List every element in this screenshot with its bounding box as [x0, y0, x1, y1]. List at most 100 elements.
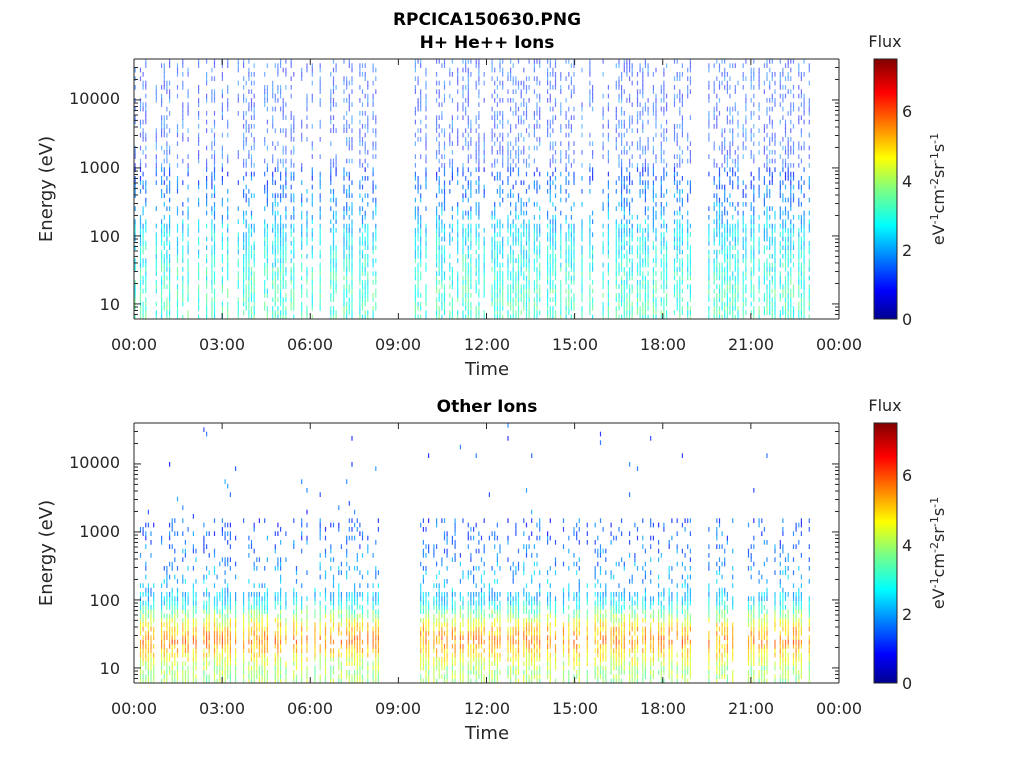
heatmap-cell [470, 232, 472, 237]
heatmap-cell [676, 288, 678, 294]
heatmap-cell [346, 262, 348, 268]
heatmap-cell [375, 115, 377, 120]
heatmap-cell [724, 241, 726, 246]
heatmap-cell [737, 163, 739, 168]
heatmap-cell [166, 236, 168, 242]
heatmap-cell [343, 215, 345, 220]
heatmap-cell [496, 280, 498, 285]
heatmap-cell [679, 145, 681, 151]
heatmap-cell [560, 184, 562, 190]
heatmap-cell [766, 258, 768, 263]
heatmap-cell [639, 293, 641, 298]
heatmap-cell [721, 163, 723, 168]
heatmap-cell [285, 115, 287, 120]
heatmap-cell [737, 80, 739, 86]
heatmap-cell [163, 119, 165, 125]
heatmap-cell [163, 124, 165, 129]
heatmap-cell [245, 284, 247, 289]
heatmap-cell [726, 301, 728, 307]
heatmap-cell [319, 197, 321, 203]
heatmap-cell [615, 206, 617, 211]
heatmap-cell [346, 141, 348, 146]
heatmap-cell [306, 232, 308, 237]
heatmap-cell [636, 280, 639, 285]
heatmap-cell [639, 180, 641, 185]
heatmap-cell [425, 314, 427, 320]
heatmap-cell [361, 297, 364, 302]
heatmap-cell [248, 293, 250, 298]
heatmap-cell [348, 245, 350, 250]
heatmap-cell [623, 89, 625, 94]
heatmap-cell [631, 267, 633, 272]
heatmap-cell [293, 171, 295, 177]
heatmap-cell [282, 102, 284, 107]
heatmap-cell [525, 210, 528, 216]
heatmap-cell [470, 301, 472, 307]
heatmap-cell [161, 280, 163, 285]
heatmap-cell [644, 288, 646, 294]
heatmap-cell [245, 171, 247, 177]
heatmap-cell [237, 150, 239, 155]
heatmap-cell [253, 275, 255, 281]
heatmap-cell [647, 223, 649, 229]
heatmap-cell [512, 271, 514, 276]
heatmap-cell [655, 106, 657, 112]
heatmap-cell [319, 210, 321, 216]
heatmap-cell [679, 98, 681, 103]
heatmap-cell [332, 124, 335, 129]
heatmap-cell [507, 262, 509, 268]
heatmap-cell [213, 124, 216, 129]
heatmap-cell [169, 271, 171, 276]
heatmap-cell [713, 63, 715, 68]
heatmap-cell [491, 245, 493, 250]
heatmap-cell [499, 184, 501, 190]
heatmap-cell [615, 275, 617, 281]
heatmap-cell [536, 76, 538, 81]
heatmap-cell [301, 132, 303, 138]
heatmap-cell [467, 154, 469, 159]
heatmap-cell [250, 280, 253, 285]
heatmap-cell [478, 210, 480, 216]
heatmap-cell [425, 293, 427, 298]
heatmap-cell [528, 284, 530, 289]
heatmap-cell [565, 176, 567, 181]
heatmap-cell [425, 141, 427, 146]
heatmap-cell [436, 59, 438, 64]
heatmap-cell [348, 171, 350, 177]
heatmap-cell [348, 262, 350, 268]
heatmap-cell [660, 249, 662, 255]
heatmap-cell [713, 241, 715, 246]
heatmap-cell [375, 301, 377, 307]
heatmap-cell [142, 228, 144, 233]
heatmap-cell [734, 280, 736, 285]
heatmap-cell [549, 93, 551, 99]
heatmap-cell [660, 223, 662, 229]
heatmap-cell [213, 275, 216, 281]
heatmap-cell [734, 163, 736, 168]
heatmap-cell [245, 223, 247, 229]
heatmap-cell [502, 189, 504, 194]
heatmap-cell [343, 258, 345, 263]
heatmap-cell [277, 241, 279, 246]
heatmap-cell [718, 111, 721, 116]
heatmap-cell [766, 271, 768, 276]
heatmap-cell [348, 59, 350, 64]
heatmap-cell [483, 262, 485, 268]
heatmap-cell [483, 80, 485, 86]
heatmap-cell [689, 154, 691, 159]
heatmap-cell [187, 228, 189, 233]
heatmap-cell [478, 314, 480, 320]
heatmap-cell [306, 219, 308, 224]
heatmap-cell [290, 59, 292, 64]
heatmap-cell [547, 80, 549, 86]
heatmap-cell [771, 76, 773, 81]
heatmap-cell [539, 293, 541, 298]
heatmap-cell [766, 219, 768, 224]
heatmap-cell [264, 228, 266, 233]
heatmap-cell [621, 258, 623, 263]
heatmap-cell [750, 280, 752, 285]
heatmap-cell [523, 98, 525, 103]
heatmap-cell [679, 154, 681, 159]
heatmap-cell [734, 293, 736, 298]
heatmap-cell [467, 115, 469, 120]
